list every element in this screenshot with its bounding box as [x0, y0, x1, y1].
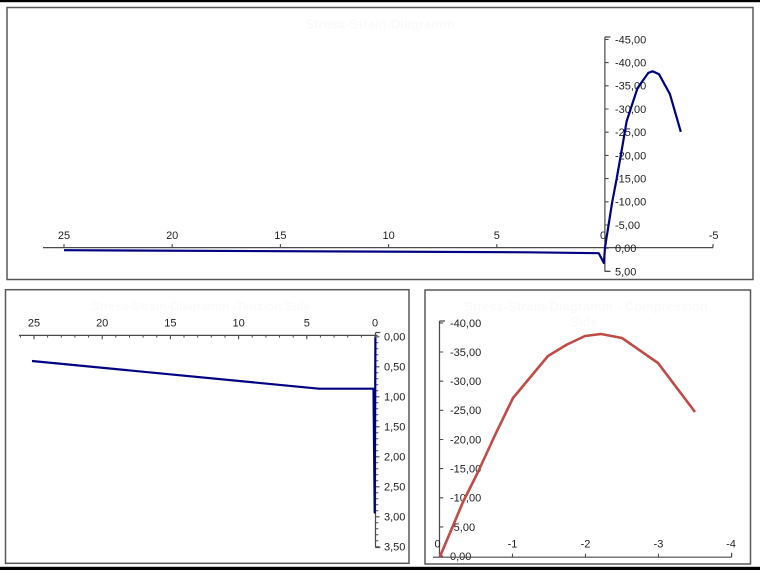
svg-text:0: 0 [372, 318, 378, 330]
svg-text:10: 10 [382, 230, 394, 242]
svg-text:Side: Side [570, 315, 597, 330]
svg-text:0,50: 0,50 [384, 362, 405, 374]
svg-text:-20,00: -20,00 [615, 150, 646, 162]
svg-text:5: 5 [494, 230, 500, 242]
svg-text:5: 5 [304, 318, 310, 330]
svg-text:0,00: 0,00 [384, 332, 405, 344]
svg-text:2,50: 2,50 [384, 482, 405, 494]
svg-text:-25,00: -25,00 [615, 127, 646, 139]
svg-text:-15,00: -15,00 [615, 174, 646, 186]
svg-text:-3: -3 [654, 539, 664, 551]
svg-text:20: 20 [96, 318, 108, 330]
svg-text:-40,00: -40,00 [450, 318, 481, 330]
svg-text:3,00: 3,00 [384, 512, 405, 524]
svg-text:5,00: 5,00 [615, 266, 636, 278]
svg-text:-35,00: -35,00 [450, 347, 481, 359]
svg-text:25: 25 [58, 230, 70, 242]
svg-text:-30,00: -30,00 [450, 376, 481, 388]
svg-text:-5,00: -5,00 [615, 220, 640, 232]
svg-text:3,50: 3,50 [384, 542, 405, 554]
svg-text:25: 25 [28, 318, 40, 330]
svg-text:20: 20 [166, 230, 178, 242]
svg-text:-5,00: -5,00 [450, 522, 475, 534]
svg-text:-15,00: -15,00 [450, 464, 481, 476]
svg-text:0: 0 [600, 230, 606, 242]
svg-text:-10,00: -10,00 [615, 197, 646, 209]
svg-text:-40,00: -40,00 [615, 58, 646, 70]
svg-text:-35,00: -35,00 [615, 81, 646, 93]
svg-text:-1: -1 [508, 539, 518, 551]
svg-text:-2: -2 [581, 539, 591, 551]
svg-text:0,00: 0,00 [615, 243, 636, 255]
svg-text:2,00: 2,00 [384, 452, 405, 464]
svg-text:0: 0 [434, 539, 440, 551]
svg-text:Stress-Strain-Diagramm - Compr: Stress-Strain-Diagramm - Compression [464, 299, 708, 314]
svg-text:10: 10 [232, 318, 244, 330]
svg-text:15: 15 [164, 318, 176, 330]
svg-text:1,50: 1,50 [384, 422, 405, 434]
svg-text:Stress-Strain-Diagramm: Stress-Strain-Diagramm [306, 17, 455, 32]
svg-text:-5: -5 [709, 230, 719, 242]
svg-text:-45,00: -45,00 [615, 34, 646, 46]
svg-text:Stress-Strain-Diagramm -Tensio: Stress-Strain-Diagramm -Tension Side [92, 300, 311, 314]
svg-text:-20,00: -20,00 [450, 434, 481, 446]
svg-text:15: 15 [274, 230, 286, 242]
svg-text:1,00: 1,00 [384, 392, 405, 404]
svg-text:-4: -4 [726, 539, 736, 551]
svg-text:-25,00: -25,00 [450, 405, 481, 417]
